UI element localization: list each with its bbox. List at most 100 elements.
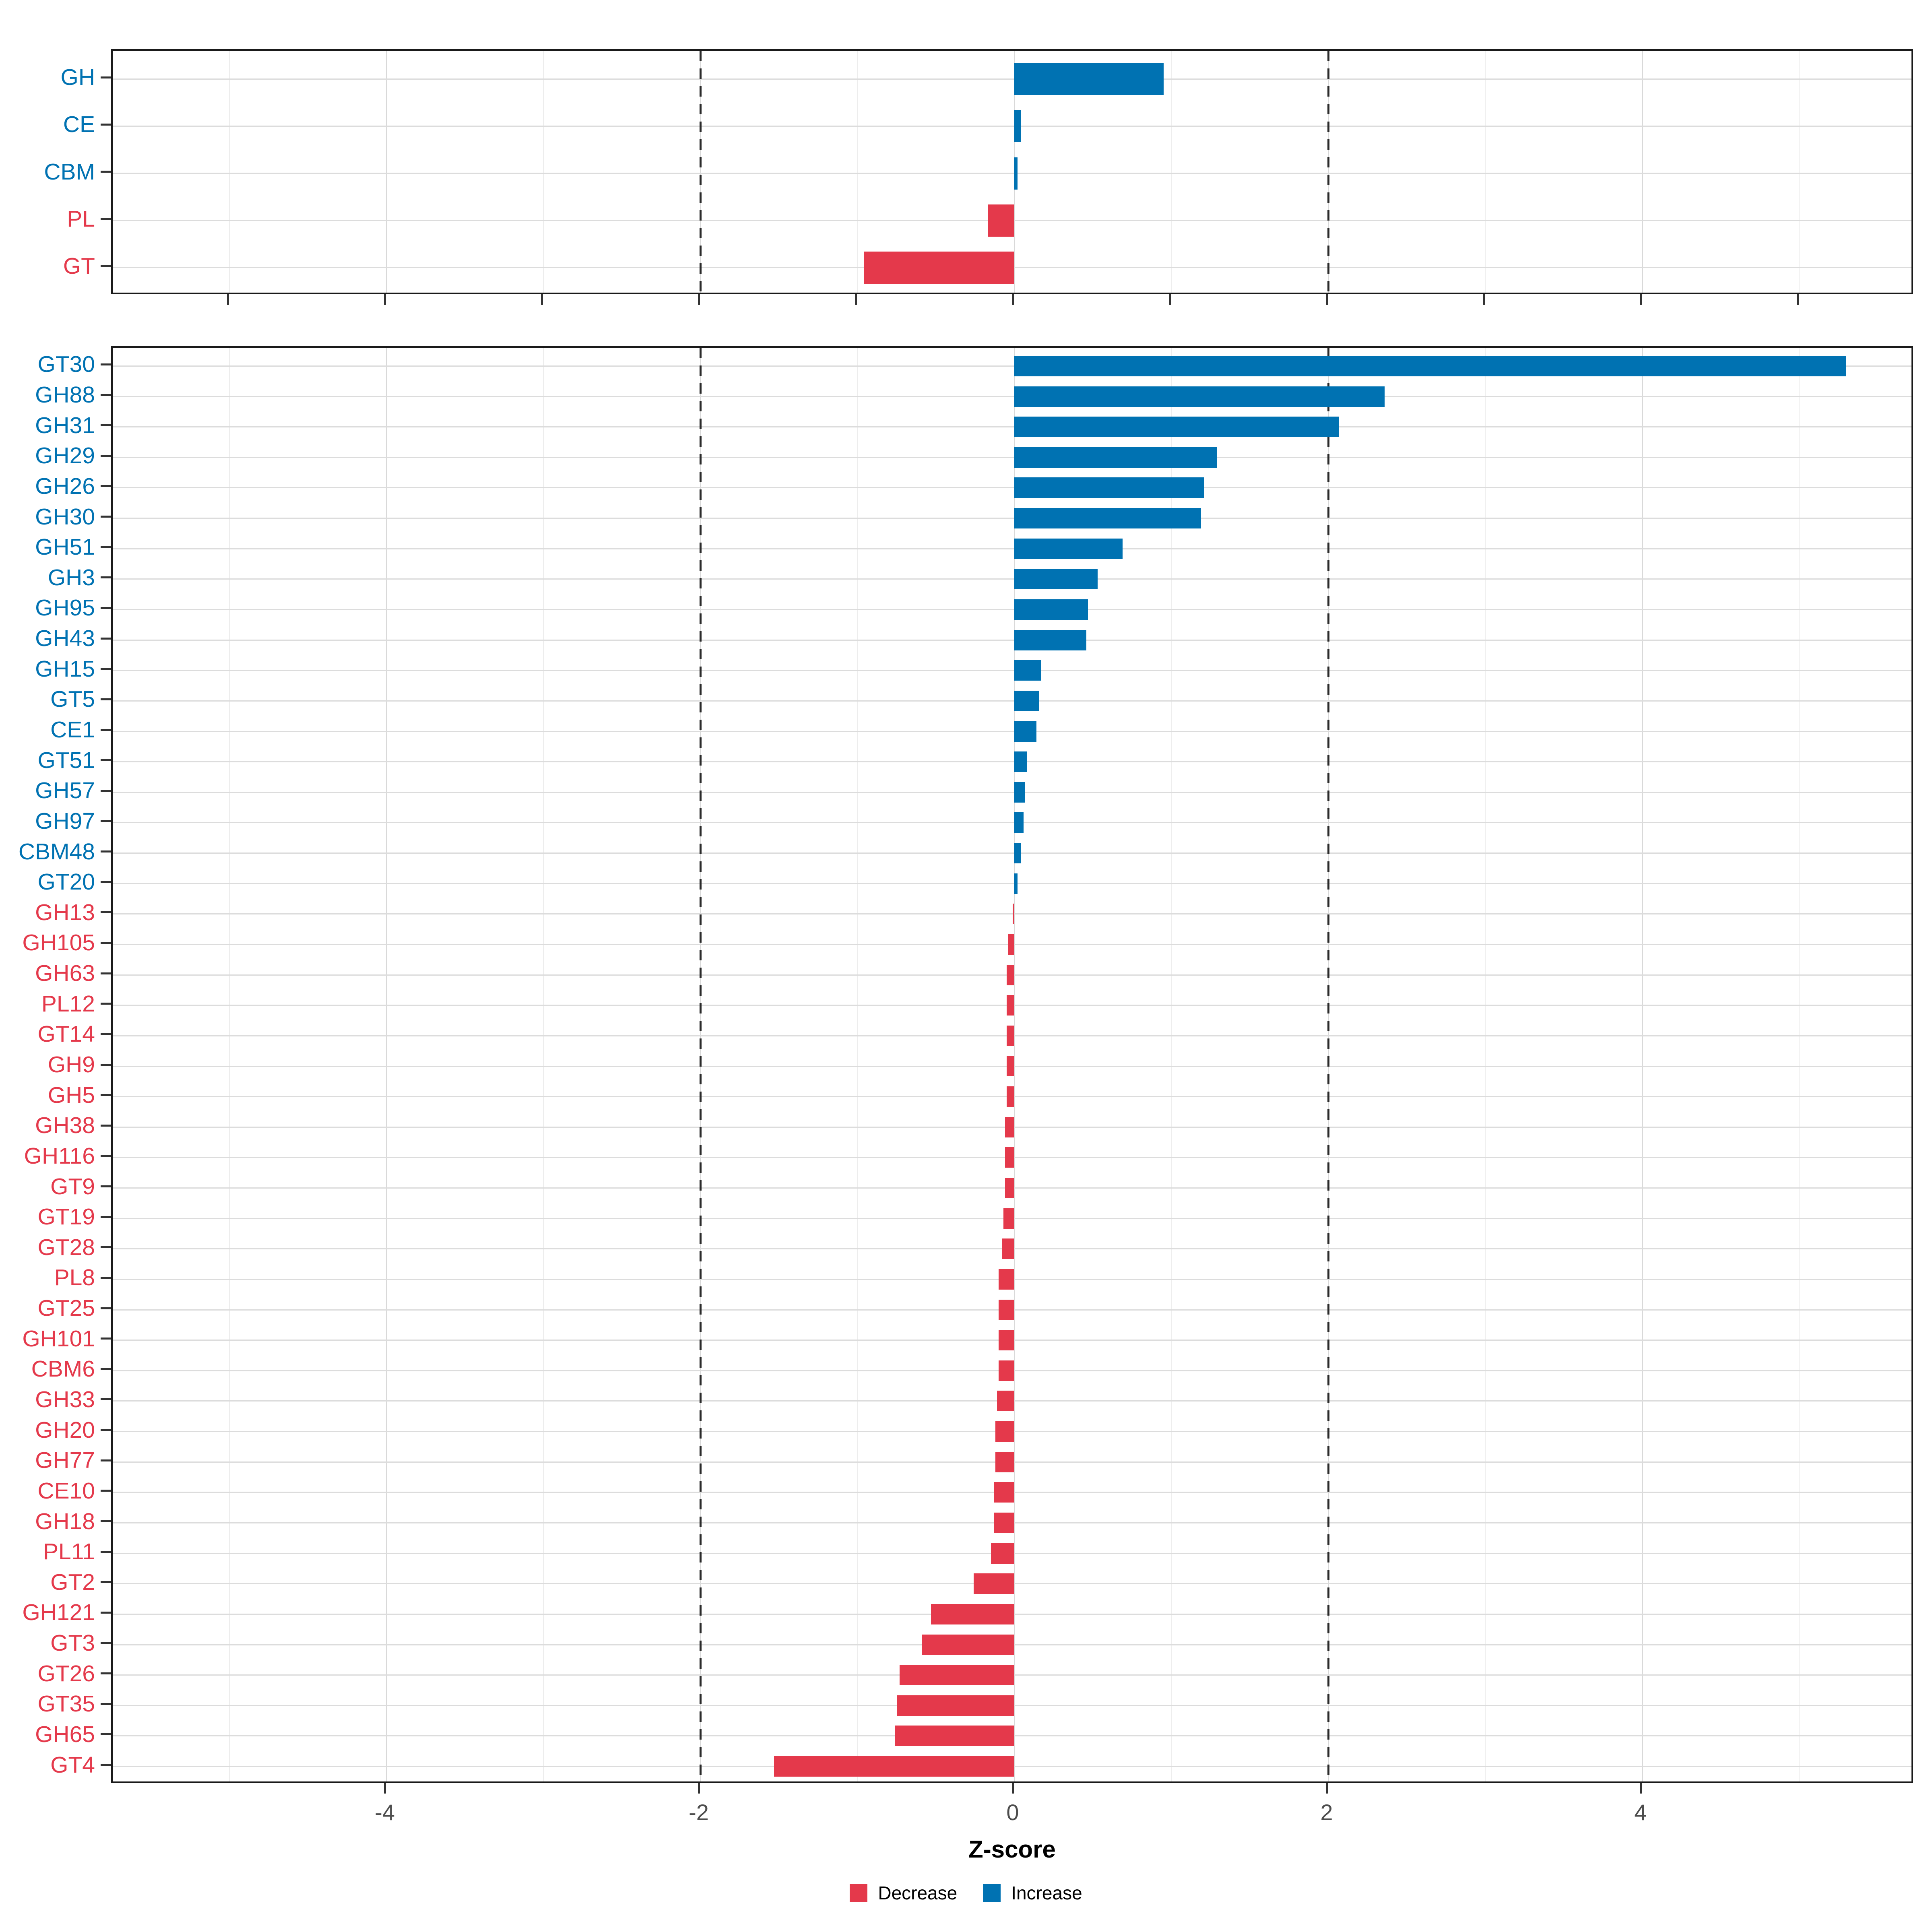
bar-GT26: [900, 1665, 1014, 1685]
row-gridline: [113, 761, 1911, 763]
row-gridline: [113, 426, 1911, 428]
minor-gridline: [857, 51, 858, 293]
x-tick-mark: [855, 294, 857, 305]
category-label-GH57: GH57: [35, 778, 95, 803]
category-tick-mark: [101, 171, 111, 173]
x-tick-label: 0: [1006, 1800, 1019, 1825]
legend: Decrease Increase: [0, 1884, 1932, 1902]
category-label-GH18: GH18: [35, 1509, 95, 1534]
category-tick-mark: [101, 1125, 111, 1127]
bar-GH95: [1014, 599, 1088, 620]
category-label-GH: GH: [60, 64, 95, 90]
x-tick-mark: [1011, 294, 1014, 305]
x-tick-mark: [384, 294, 386, 305]
row-gridline: [113, 700, 1911, 702]
row-gridline: [113, 852, 1911, 854]
category-tick-mark: [101, 218, 111, 220]
category-label-PL: PL: [67, 206, 95, 232]
dashed-reference-line: [699, 51, 702, 293]
x-tick-mark: [1796, 294, 1799, 305]
bar-GH29: [1014, 447, 1217, 468]
category-tick-mark: [101, 1672, 111, 1674]
row-gridline: [113, 639, 1911, 641]
category-label-GH3: GH3: [47, 565, 95, 590]
category-label-GT28: GT28: [37, 1234, 95, 1260]
x-tick-mark: [227, 294, 229, 305]
bar-GT19: [1003, 1208, 1014, 1229]
category-label-GH33: GH33: [35, 1387, 95, 1412]
x-tick-mark: [698, 294, 700, 305]
minor-gridline: [1799, 348, 1800, 1781]
category-tick-mark: [101, 1733, 111, 1735]
category-tick-mark: [101, 394, 111, 396]
bar-GH38: [1005, 1117, 1014, 1137]
category-tick-mark: [101, 820, 111, 822]
row-gridline: [113, 518, 1911, 519]
category-tick-mark: [101, 1642, 111, 1644]
category-label-GT35: GT35: [37, 1691, 95, 1717]
category-label-GH15: GH15: [35, 656, 95, 682]
category-tick-mark: [101, 1490, 111, 1492]
bar-GT14: [1006, 1026, 1014, 1046]
category-tick-mark: [101, 1094, 111, 1096]
category-tick-mark: [101, 698, 111, 700]
bar-GT3: [921, 1635, 1014, 1655]
category-label-GT9: GT9: [50, 1174, 95, 1199]
bar-GH65: [895, 1726, 1014, 1746]
category-tick-mark: [101, 1612, 111, 1614]
legend-label: Increase: [1011, 1882, 1082, 1903]
category-tick-mark: [101, 1277, 111, 1279]
category-tick-mark: [101, 850, 111, 852]
bar-GH88: [1014, 386, 1385, 407]
legend-item-decrease: Decrease: [850, 1884, 957, 1902]
category-tick-mark: [101, 1368, 111, 1370]
bar-GT4: [774, 1756, 1014, 1777]
minor-gridline: [1485, 51, 1486, 293]
category-label-GT25: GT25: [37, 1295, 95, 1321]
major-gridline: [1641, 348, 1643, 1781]
category-label-GH65: GH65: [35, 1721, 95, 1747]
x-tick-mark: [1325, 1783, 1328, 1794]
bar-GH9: [1006, 1056, 1014, 1076]
bar-GT2: [973, 1573, 1014, 1594]
row-gridline: [113, 487, 1911, 489]
category-tick-mark: [101, 76, 111, 78]
category-tick-mark: [101, 1429, 111, 1431]
category-label-GH101: GH101: [22, 1326, 95, 1352]
bar-GT20: [1014, 873, 1018, 894]
major-gridline: [1013, 348, 1015, 1781]
families-panel: [111, 49, 1913, 294]
category-tick-mark: [101, 1003, 111, 1005]
category-tick-mark: [101, 516, 111, 518]
bar-GH101: [999, 1330, 1014, 1350]
category-label-GH95: GH95: [35, 595, 95, 621]
bar-GT28: [1001, 1238, 1014, 1259]
category-tick-mark: [101, 485, 111, 487]
x-tick-label: -2: [689, 1800, 709, 1825]
minor-gridline: [1171, 51, 1172, 293]
bar-CE1: [1014, 721, 1036, 742]
category-tick-mark: [101, 1520, 111, 1522]
row-gridline: [113, 609, 1911, 610]
major-gridline: [386, 51, 387, 293]
category-tick-mark: [101, 1033, 111, 1035]
category-tick-mark: [101, 729, 111, 731]
x-tick-mark: [384, 1783, 386, 1794]
legend-item-increase: Increase: [983, 1884, 1082, 1902]
row-gridline: [113, 365, 1911, 367]
bar-GH33: [997, 1391, 1014, 1411]
category-tick-mark: [101, 1155, 111, 1157]
bar-GH26: [1014, 477, 1204, 498]
category-label-CBM: CBM: [44, 159, 95, 185]
category-tick-mark: [101, 1185, 111, 1187]
category-tick-mark: [101, 942, 111, 944]
x-tick-mark: [1168, 294, 1171, 305]
bar-GT9: [1005, 1178, 1014, 1198]
dashed-reference-line: [699, 348, 702, 1781]
category-label-GT51: GT51: [37, 747, 95, 773]
minor-gridline: [229, 51, 230, 293]
row-gridline: [113, 822, 1911, 824]
category-label-CE1: CE1: [50, 717, 95, 743]
category-label-PL11: PL11: [43, 1539, 95, 1565]
x-tick-mark: [541, 294, 543, 305]
